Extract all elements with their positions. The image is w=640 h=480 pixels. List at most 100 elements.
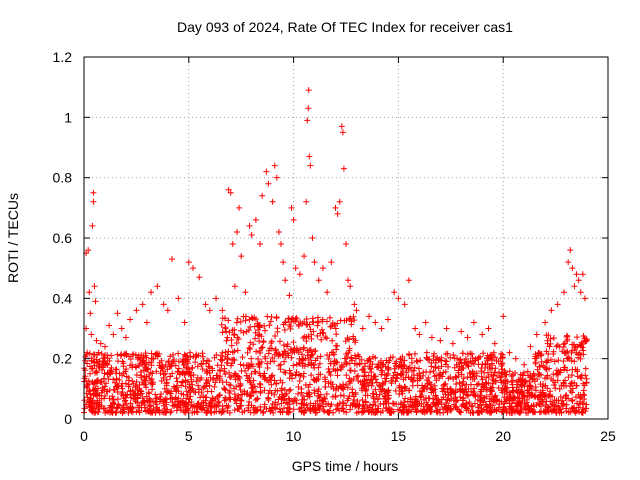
data-point [552,379,559,386]
data-point [399,409,406,416]
data-point [167,373,174,380]
data-point [300,334,307,341]
data-point [187,349,194,356]
data-point [290,318,297,325]
data-point [438,357,445,364]
data-point [175,358,182,365]
data-point [265,180,272,187]
data-point [484,369,491,376]
data-point [470,409,477,416]
data-point [299,320,306,327]
data-point [257,372,264,379]
data-point [148,289,155,296]
data-point [184,391,191,398]
data-point [491,406,498,413]
data-point [264,313,271,320]
data-point [175,395,182,402]
data-point [392,387,399,394]
data-point [356,360,363,367]
data-point [83,390,90,397]
data-point [470,319,477,326]
data-point [324,352,331,359]
data-point [175,365,182,372]
data-point [274,328,281,335]
data-point [460,395,467,402]
data-point [458,371,465,378]
data-point [431,350,438,357]
data-point [156,409,163,416]
data-point [108,352,115,359]
data-point [464,405,471,412]
data-point [184,358,191,365]
x-tick-label: 0 [80,428,88,444]
data-point [332,392,339,399]
data-point [307,326,314,333]
data-point [493,397,500,404]
data-point [142,352,149,359]
data-point [228,337,235,344]
data-point [534,366,541,373]
data-point [569,398,576,405]
data-point [173,407,180,414]
data-point [478,368,485,375]
data-point [378,325,385,332]
data-point [317,330,324,337]
data-point [338,123,345,130]
data-point [175,295,182,302]
data-point [345,349,352,356]
data-point [334,401,341,408]
data-point [194,403,201,410]
data-point [196,274,203,281]
data-point [412,325,419,332]
data-point [218,409,225,416]
data-point [179,370,186,377]
data-point [116,376,123,383]
data-point [98,402,105,409]
x-tick-label: 10 [286,428,302,444]
data-point [125,374,132,381]
data-point [121,398,128,405]
data-point [325,400,332,407]
data-point [532,359,539,366]
data-point [563,382,570,389]
data-point [329,320,336,327]
data-point [251,368,258,375]
data-point [86,399,93,406]
data-point [359,405,366,412]
data-point [415,365,422,372]
data-point [405,374,412,381]
data-point [210,375,217,382]
data-point [84,394,91,401]
data-point [101,392,108,399]
data-point [128,408,135,415]
data-point [491,397,498,404]
data-point [219,349,226,356]
data-point [229,327,236,334]
data-point [221,385,228,392]
data-point [87,310,94,317]
data-point [440,369,447,376]
data-point [164,307,171,314]
data-point [447,407,454,414]
data-point [279,379,286,386]
data-point [122,380,129,387]
data-point [101,343,108,350]
data-point [232,376,239,383]
data-point [487,405,494,412]
data-point [269,354,276,361]
data-point [230,332,237,339]
data-point [119,409,126,416]
data-point [92,298,99,305]
data-point [89,409,96,416]
y-tick-label: 1 [64,109,72,125]
data-point [239,354,246,361]
data-point [295,321,302,328]
data-point [265,394,272,401]
data-point [479,361,486,368]
data-point [93,400,100,407]
data-point [550,334,557,341]
data-point [179,369,186,376]
data-point [244,390,251,397]
data-point [563,332,570,339]
data-point [304,321,311,328]
